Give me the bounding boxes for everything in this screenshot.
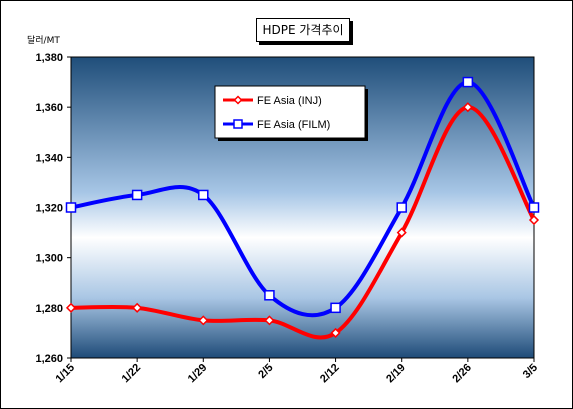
y-tick-label: 1,340: [35, 152, 63, 164]
y-tick-label: 1,380: [35, 52, 63, 64]
point-marker-inj: [264, 315, 275, 326]
y-tick-label: 1,280: [35, 303, 63, 315]
y-tick-label: 1,320: [35, 203, 63, 215]
legend-marker-inj: [233, 95, 243, 105]
point-marker-inj: [65, 302, 77, 313]
legend-box: [214, 85, 366, 139]
y-tick-label: 1,260: [35, 353, 63, 365]
legend-marker-film: [233, 119, 243, 129]
legend: FE Asia (INJ) FE Asia (FILM): [214, 85, 368, 141]
y-axis-unit-label: 달러/MT: [27, 36, 60, 46]
point-marker-inj: [528, 214, 540, 226]
point-marker-film: [264, 290, 275, 301]
y-tick-label: 1,360: [35, 102, 63, 114]
x-tick-label: 3/5: [521, 362, 540, 381]
point-marker-film: [396, 202, 407, 213]
point-marker-film: [330, 302, 341, 314]
point-marker-inj: [396, 227, 407, 238]
legend-label-film: FE Asia (FILM): [257, 119, 330, 131]
x-tick-label: 2/5: [256, 362, 275, 381]
legend-label-inj: FE Asia (INJ): [257, 95, 322, 107]
x-tick-label: 1/29: [186, 362, 210, 386]
point-marker-film: [131, 189, 143, 201]
point-marker-film: [462, 76, 474, 88]
point-marker-inj: [462, 102, 473, 113]
point-marker-inj: [198, 315, 209, 326]
point-marker-film: [65, 202, 77, 213]
x-tick-label: 1/22: [120, 362, 144, 386]
x-tick-label: 2/19: [384, 362, 408, 386]
chart-title: HDPE 가격추이: [256, 18, 350, 42]
point-marker-film: [198, 189, 209, 201]
series-group: [65, 76, 540, 340]
x-tick-label: 1/15: [53, 362, 77, 386]
y-tick-label: 1,300: [35, 253, 63, 265]
x-tick-label: 2/12: [318, 362, 342, 386]
point-marker-inj: [330, 327, 341, 338]
x-tick-label: 2/26: [450, 362, 474, 386]
point-marker-inj: [132, 302, 143, 313]
point-marker-film: [528, 202, 540, 213]
